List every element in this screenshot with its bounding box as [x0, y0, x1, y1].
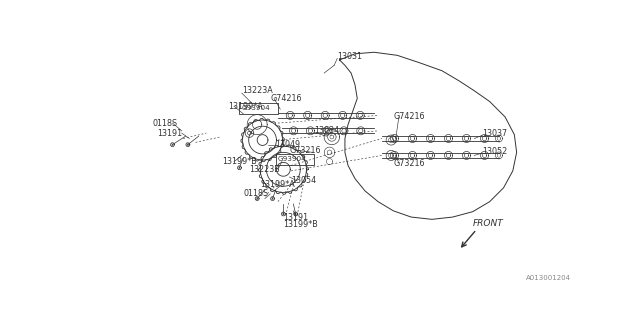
Bar — [276, 154, 314, 165]
Text: G73216: G73216 — [289, 146, 321, 155]
Text: G73216: G73216 — [394, 159, 425, 168]
Text: 13052: 13052 — [482, 147, 508, 156]
Text: 0118S: 0118S — [243, 189, 268, 198]
Text: 13034: 13034 — [314, 126, 339, 135]
Text: 13223B: 13223B — [250, 165, 280, 174]
Text: 0118S: 0118S — [152, 119, 177, 128]
Text: 13199*A: 13199*A — [260, 180, 295, 189]
Text: 13031: 13031 — [337, 52, 362, 61]
Text: 13191: 13191 — [284, 212, 308, 221]
Text: 13054: 13054 — [291, 176, 316, 185]
Text: 13199*B: 13199*B — [284, 220, 318, 229]
Text: G93904: G93904 — [278, 156, 307, 162]
Text: FRONT: FRONT — [473, 219, 504, 228]
Text: G93904: G93904 — [242, 106, 271, 111]
Bar — [239, 103, 278, 114]
Text: 13223A: 13223A — [242, 86, 273, 95]
Text: G74216: G74216 — [270, 94, 301, 103]
Text: 13199*A: 13199*A — [228, 102, 262, 111]
Text: A013001204: A013001204 — [525, 275, 570, 281]
Text: G74216: G74216 — [394, 112, 425, 121]
Text: 13037: 13037 — [482, 129, 507, 138]
Text: 13049: 13049 — [276, 140, 301, 149]
Text: 13199*B: 13199*B — [221, 157, 257, 166]
Text: 13191: 13191 — [157, 129, 182, 138]
